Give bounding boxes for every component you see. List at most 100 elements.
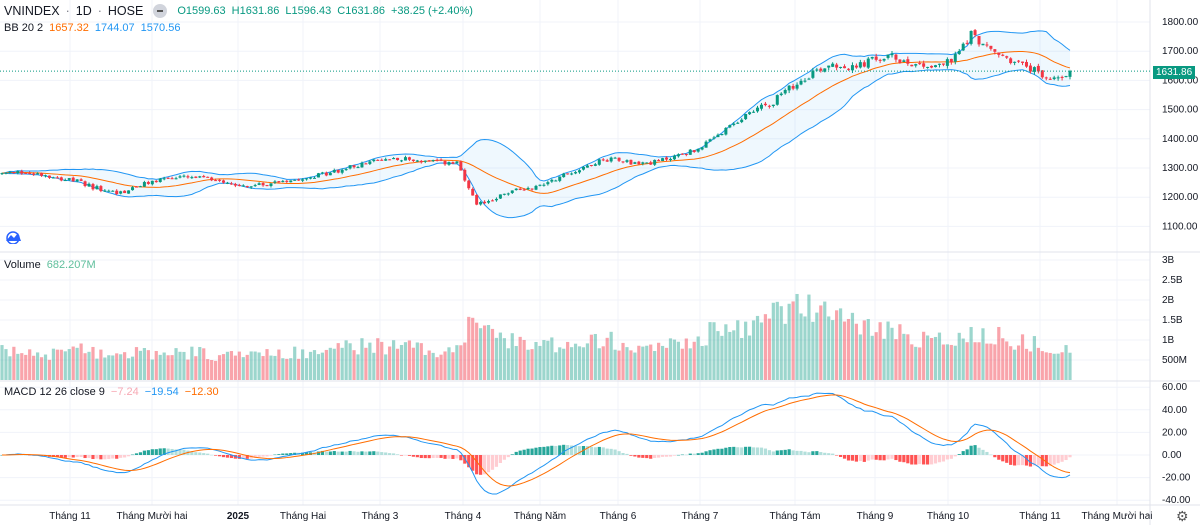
macd-histogram-bar	[388, 453, 392, 455]
macd-histogram-bar	[779, 450, 783, 455]
time-tick-label: Tháng Năm	[514, 511, 566, 522]
tradingview-logo-icon[interactable]	[4, 230, 22, 245]
macd-histogram-bar	[601, 447, 605, 455]
macd-histogram-bar	[941, 455, 946, 462]
volume-bar	[186, 359, 190, 380]
macd-histogram-bar	[977, 447, 981, 455]
volume-bar	[941, 344, 946, 380]
candle-body	[862, 62, 866, 67]
macd-histogram-bar	[423, 455, 427, 459]
candle-body	[423, 160, 427, 162]
bb-legend[interactable]: BB 20 2 1657.32 1744.07 1570.56	[4, 22, 180, 34]
candle-body	[467, 180, 471, 189]
macd-histogram-bar	[24, 454, 28, 456]
volume-bar	[336, 343, 340, 380]
volume-bar	[134, 347, 139, 380]
macd-histogram-bar	[724, 447, 728, 455]
candle-body	[578, 170, 582, 173]
volume-bar	[154, 350, 158, 380]
candle-body	[198, 176, 202, 178]
macd-histogram-bar	[534, 447, 538, 455]
volume-tick-label: 1.5B	[1162, 315, 1183, 326]
legend-separator: ·	[65, 4, 70, 18]
settings-gear-icon[interactable]: ⚙	[1176, 508, 1189, 524]
volume-bar	[570, 347, 574, 380]
macd-histogram-bar	[71, 455, 75, 458]
candle-body	[676, 154, 680, 157]
candle-body	[498, 194, 502, 199]
volume-bar	[490, 328, 495, 380]
candle-body	[704, 141, 708, 148]
volume-bar	[1020, 334, 1025, 380]
volume-bar	[36, 352, 40, 380]
macd-histogram-bar	[712, 449, 716, 455]
volume-bar	[870, 335, 874, 380]
candle-body	[688, 149, 692, 155]
macd-histogram-bar	[728, 447, 732, 455]
macd-histogram-bar	[831, 453, 835, 455]
volume-bar	[249, 351, 253, 380]
candle-body	[344, 169, 348, 171]
candle-body	[530, 188, 534, 190]
interval-label[interactable]: 1D	[75, 4, 92, 18]
volume-bar	[20, 353, 24, 380]
macd-histogram-bar	[926, 455, 930, 465]
collapse-legend-button[interactable]	[153, 4, 168, 18]
volume-bar	[368, 342, 372, 380]
volume-bar	[779, 306, 783, 380]
macd-histogram-bar	[178, 449, 182, 455]
macd-histogram-bar	[431, 455, 435, 459]
candle-body	[890, 53, 894, 56]
macd-histogram-bar	[399, 455, 404, 456]
volume-bar	[767, 318, 771, 380]
macd-histogram-bar	[463, 455, 467, 464]
volume-bar	[332, 348, 336, 380]
volume-bar	[447, 347, 451, 380]
macd-histogram-bar	[993, 455, 997, 458]
candle-body	[807, 78, 811, 80]
candle-body	[229, 183, 233, 185]
macd-histogram-bar	[684, 454, 688, 456]
volume-bar	[672, 339, 677, 380]
volume-bar	[455, 345, 459, 380]
candle-body	[115, 190, 119, 195]
candle-body	[475, 194, 479, 205]
candle-body	[166, 177, 170, 179]
candle-body	[142, 182, 146, 187]
volume-bar	[949, 344, 953, 380]
volume-bar	[585, 343, 590, 380]
candle-body	[59, 177, 63, 181]
volume-bar	[32, 355, 36, 380]
macd-histogram-bar	[486, 455, 491, 473]
volume-bar	[534, 341, 538, 380]
macd-histogram-bar	[277, 454, 281, 455]
macd-histogram-bar	[641, 455, 645, 458]
candle-body	[63, 180, 67, 182]
macd-histogram-bar	[716, 448, 720, 455]
volume-bar	[281, 358, 285, 380]
candle-body	[1040, 70, 1044, 78]
volume-bar	[380, 341, 384, 380]
macd-histogram-bar	[609, 448, 613, 455]
macd-legend[interactable]: MACD 12 26 close 9 −7.24 −19.54 −12.30	[4, 386, 219, 398]
volume-bar	[680, 348, 684, 380]
volume-legend[interactable]: Volume 682.207M	[4, 259, 96, 271]
macd-histogram-bar	[202, 453, 206, 455]
candle-body	[510, 190, 514, 193]
symbol-label[interactable]: VNINDEX	[4, 4, 60, 18]
candle-body	[558, 176, 562, 181]
volume-bar	[973, 342, 977, 380]
candle-body	[961, 43, 965, 51]
candle-body	[170, 178, 174, 180]
time-tick-label: Tháng 11	[49, 511, 91, 522]
macd-histogram-bar	[1005, 455, 1009, 463]
volume-bar	[981, 328, 985, 380]
volume-tick-label: 500M	[1162, 355, 1187, 366]
macd-histogram-bar	[269, 455, 273, 456]
macd-histogram-bar	[546, 446, 550, 455]
volume-tick-label: 2.5B	[1162, 275, 1183, 286]
legend-separator: ·	[97, 4, 102, 18]
macd-histogram-bar	[67, 455, 71, 458]
macd-histogram-bar	[775, 450, 779, 455]
